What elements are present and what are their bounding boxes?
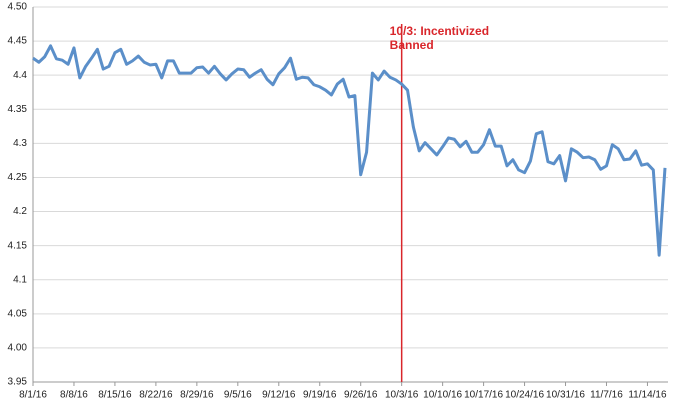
x-tick-label: 10/24/16	[505, 390, 544, 401]
x-tick-label: 10/17/16	[464, 390, 503, 401]
y-tick-label: 4.45	[8, 36, 28, 47]
x-tick-label: 8/1/16	[19, 390, 47, 401]
x-tick-label: 8/15/16	[98, 390, 132, 401]
x-tick-label: 9/26/16	[344, 390, 378, 401]
line-series	[32, 44, 667, 257]
y-tick-label: 4.05	[8, 308, 28, 319]
y-tick-label: 4.4	[13, 70, 27, 81]
annotation-text: Banned	[390, 38, 434, 52]
x-tick-label: 8/8/16	[60, 390, 88, 401]
x-tick-label: 10/10/16	[423, 390, 462, 401]
x-tick-label: 11/7/16	[590, 390, 623, 401]
y-tick-label: 4.3	[13, 138, 27, 149]
y-tick-label: 4.1	[13, 274, 27, 285]
y-tick-label: 4.15	[8, 240, 28, 251]
annotation-text: 10/3: Incentivized	[390, 24, 489, 38]
y-tick-label: 3.95	[8, 377, 28, 388]
x-tick-label: 8/29/16	[180, 390, 214, 401]
y-tick-label: 4.50	[8, 2, 28, 13]
y-tick-label: 4.2	[13, 206, 27, 217]
y-tick-label: 4.25	[8, 172, 28, 183]
x-tick-label: 8/22/16	[139, 390, 173, 401]
y-tick-label: 4.35	[8, 104, 28, 115]
x-tick-label: 11/14/16	[628, 390, 667, 401]
x-tick-label: 9/12/16	[262, 390, 296, 401]
x-tick-label: 10/3/16	[385, 390, 419, 401]
y-tick-label: 4.00	[8, 343, 28, 354]
x-tick-label: 9/5/16	[224, 390, 252, 401]
x-tick-label: 10/31/16	[546, 390, 585, 401]
x-tick-label: 9/19/16	[303, 390, 337, 401]
